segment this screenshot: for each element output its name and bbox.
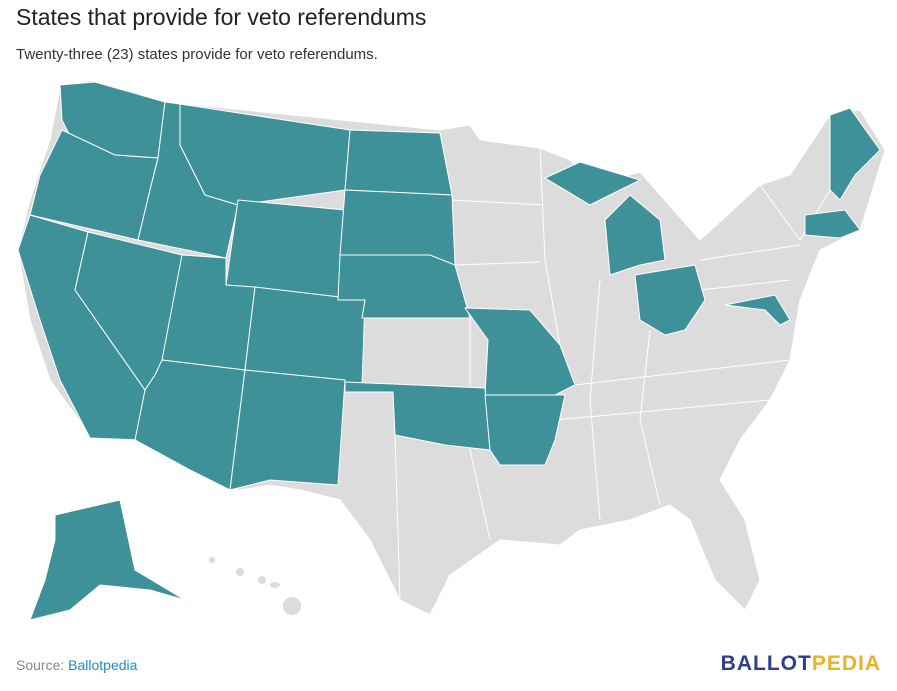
island <box>209 557 215 563</box>
state <box>29 499 186 621</box>
state <box>634 264 706 336</box>
state <box>337 254 471 319</box>
border <box>574 359 791 386</box>
state <box>134 359 246 491</box>
border <box>469 318 491 541</box>
border <box>589 279 601 521</box>
source: Source: Ballotpedia <box>16 657 137 673</box>
state <box>543 161 642 206</box>
logo-part: PEDIA <box>811 652 881 675</box>
state <box>339 189 456 266</box>
island <box>270 582 280 588</box>
border <box>699 244 801 261</box>
title: States that provide for veto referendums <box>16 4 427 30</box>
border <box>554 399 771 421</box>
border <box>454 261 541 266</box>
state <box>344 129 453 196</box>
border <box>539 147 561 346</box>
state <box>229 369 346 491</box>
border <box>394 434 401 601</box>
border <box>699 279 791 291</box>
island <box>258 576 266 584</box>
island <box>283 597 301 615</box>
subtitle: Twenty-three (23) states provide for vet… <box>16 46 378 63</box>
state <box>604 194 666 276</box>
border <box>639 329 661 506</box>
border <box>451 199 546 206</box>
state <box>484 394 566 466</box>
state <box>225 199 346 301</box>
hawaii <box>209 557 301 615</box>
veto-states <box>17 81 881 621</box>
state <box>464 307 576 396</box>
source-link[interactable]: Ballotpedia <box>68 657 138 673</box>
source-label: Source: <box>16 657 65 673</box>
logo: BALLOTPEDIA <box>721 652 881 676</box>
state-borders <box>394 147 831 601</box>
logo-part: BALLOT <box>720 652 812 675</box>
border <box>759 184 831 241</box>
state <box>829 107 881 201</box>
island <box>236 568 244 576</box>
state <box>804 209 861 239</box>
state <box>724 294 791 326</box>
state <box>244 286 366 386</box>
